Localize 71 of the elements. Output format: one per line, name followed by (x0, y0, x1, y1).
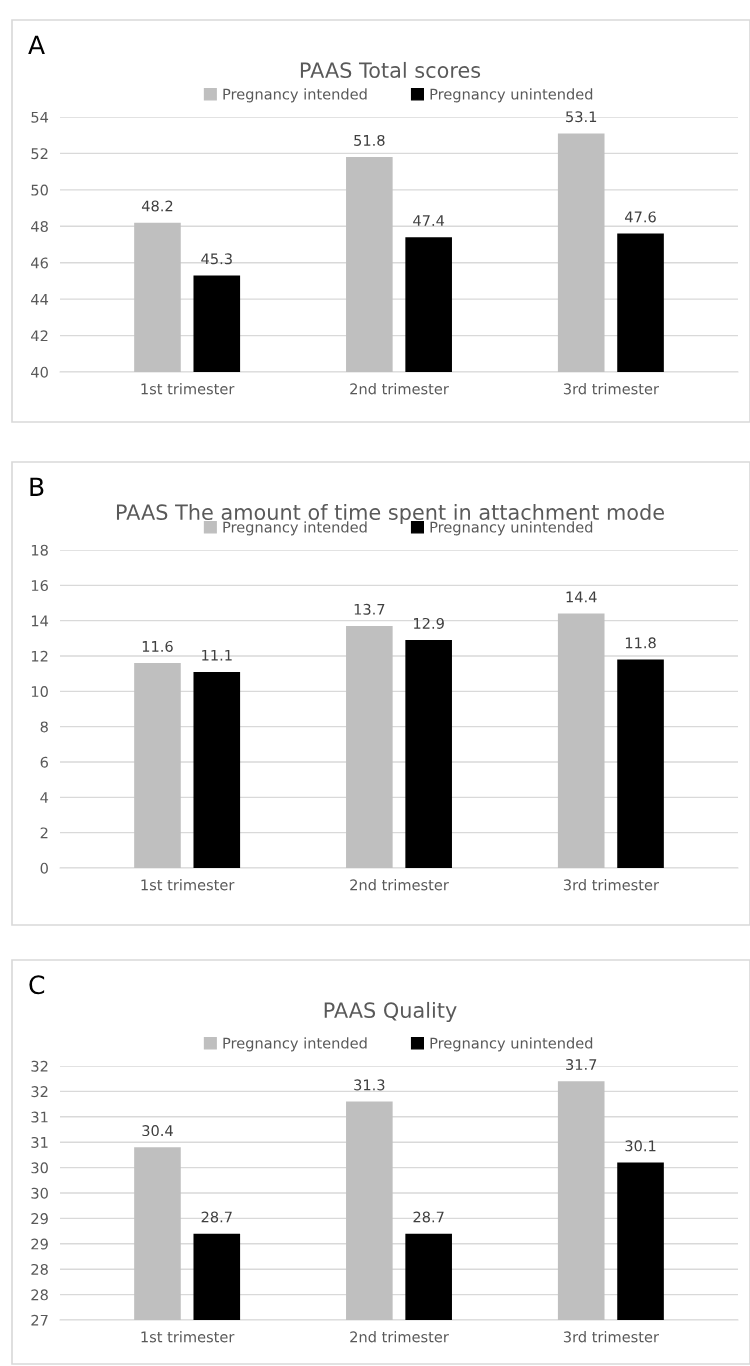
data-label: 11.6 (142, 640, 173, 652)
x-tick-label: 1st trimester (141, 1331, 235, 1343)
y-tick-label: 54 (31, 111, 49, 123)
y-tick-label: 10 (31, 686, 48, 698)
y-tick-label: 52 (31, 148, 48, 160)
data-label: 13.7 (354, 603, 385, 615)
text: C (29, 975, 45, 995)
y-tick-label: 12 (31, 650, 48, 662)
y-tick-label: 42 (31, 330, 48, 342)
data-label: 31.3 (354, 1079, 385, 1091)
y-tick-label: 0 (40, 862, 48, 874)
y-tick-label: 40 (31, 366, 48, 378)
x-tick-label: 2nd trimester (350, 1331, 449, 1343)
x-tick-label: 2nd trimester (350, 383, 449, 395)
y-tick-label: 29 (31, 1238, 48, 1250)
y-tick-label: 2 (40, 827, 48, 839)
y-tick-label: 32 (31, 1060, 48, 1072)
data-label: 31.7 (566, 1059, 597, 1071)
x-tick-label: 3rd trimester (563, 1331, 659, 1343)
y-tick-label: 18 (31, 544, 48, 556)
bar (557, 613, 605, 868)
data-label: 48.2 (141, 200, 173, 212)
legend-label: Pregnancy intended (223, 1037, 367, 1052)
data-label: 30.1 (625, 1140, 656, 1152)
data-label: 45.3 (201, 253, 232, 265)
data-label: 47.6 (625, 211, 656, 223)
data-label: 28.7 (413, 1211, 444, 1223)
legend-label: Pregnancy unintended (430, 1037, 593, 1052)
y-tick-label: 30 (31, 1187, 48, 1199)
y-tick-label: 31 (31, 1136, 48, 1148)
x-tick-label: 1st trimester (141, 879, 235, 891)
data-label: 30.4 (142, 1125, 173, 1137)
text: B (30, 477, 44, 496)
data-label: 47.4 (413, 215, 445, 226)
bar (134, 663, 181, 868)
y-tick-label: 16 (31, 580, 48, 592)
y-tick-label: 6 (40, 756, 48, 768)
y-tick-label: 30 (31, 1162, 48, 1174)
y-tick-label: 28 (31, 1289, 48, 1301)
data-label: 51.8 (354, 134, 385, 146)
y-tick-label: 14 (31, 615, 49, 627)
bar (405, 640, 452, 868)
y-tick-label: 50 (31, 184, 48, 196)
bar (617, 659, 664, 868)
y-tick-label: 29 (31, 1213, 48, 1225)
data-label: 53.1 (566, 111, 597, 123)
bar (193, 671, 241, 868)
chart-title: PAAS Quality (324, 1001, 457, 1023)
y-tick-label: 31 (31, 1111, 48, 1123)
data-label: 11.1 (202, 649, 232, 661)
data-label: 28.7 (201, 1211, 232, 1223)
chart-title: PAAS Total scores (300, 61, 481, 79)
data-label: 14.4 (566, 591, 597, 603)
y-tick-label: 32 (31, 1086, 48, 1098)
x-tick-label: 3rd trimester (563, 383, 659, 395)
legend-label: Pregnancy unintended (430, 88, 593, 103)
x-tick-label: 3rd trimester (563, 879, 659, 891)
data-label: 12.9 (414, 617, 444, 629)
x-tick-label: 1st trimester (141, 383, 235, 395)
y-tick-label: 46 (31, 257, 48, 269)
y-tick-label: 28 (31, 1263, 48, 1275)
y-tick-label: 8 (40, 721, 48, 733)
y-tick-label: 48 (31, 221, 48, 233)
x-tick-label: 2nd trimester (350, 879, 449, 891)
y-tick-label: 44 (31, 294, 49, 305)
y-tick-label: 27 (31, 1314, 48, 1326)
bar (346, 625, 393, 868)
text: A (28, 35, 45, 54)
y-tick-label: 4 (40, 792, 49, 803)
data-label: 11.8 (625, 637, 656, 649)
legend-label: Pregnancy intended (223, 88, 367, 103)
